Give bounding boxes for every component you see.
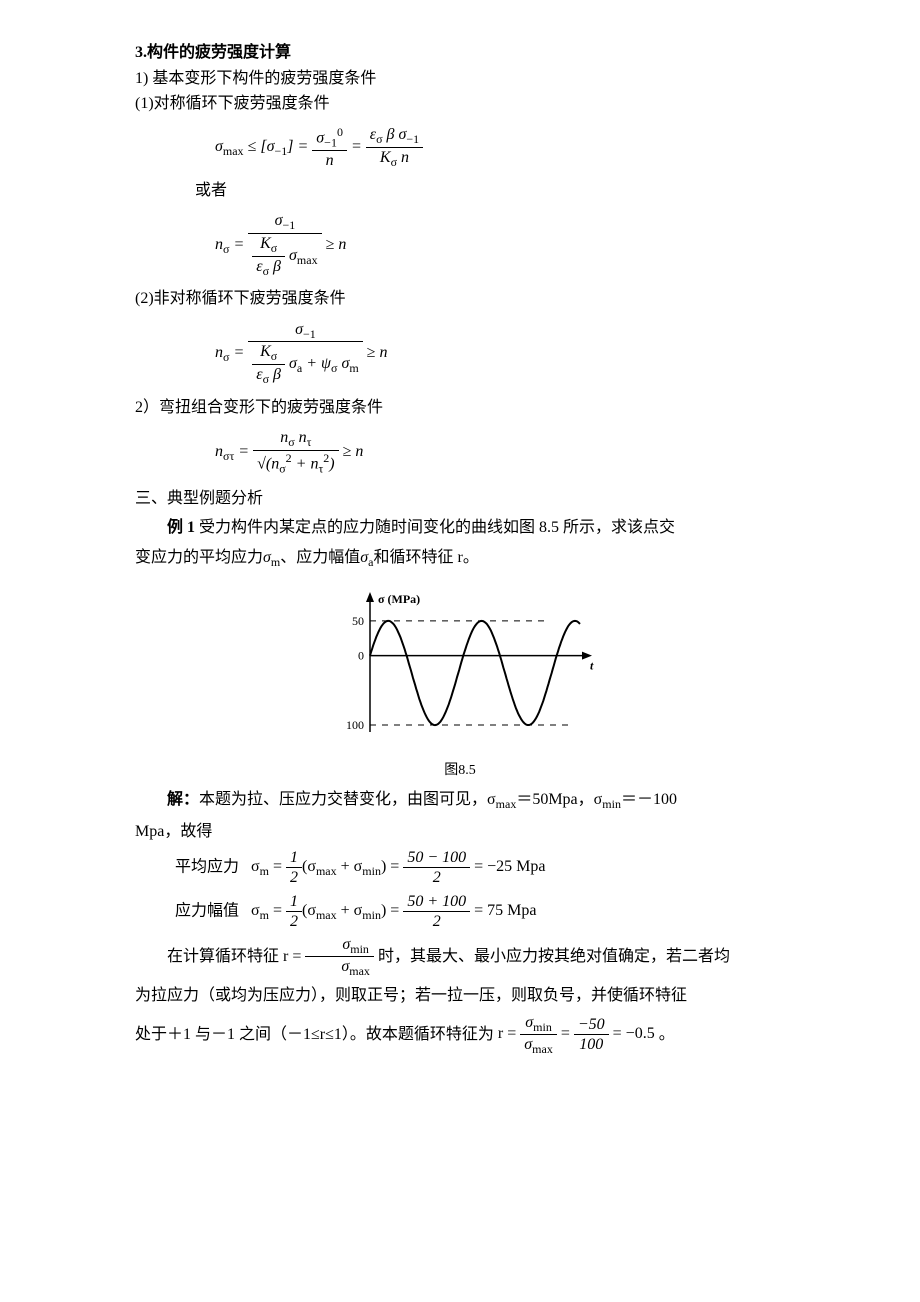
amp-label: 应力幅值 xyxy=(175,902,239,919)
r-line-a: 在计算循环特征 r = σminσmax 时，其最大、最小应力按其绝对值确定，若… xyxy=(135,935,785,979)
svg-text:t: t xyxy=(590,659,594,673)
example-text-c: 、应力幅值 xyxy=(280,549,360,566)
r-text-b: 时，其最大、最小应力按其绝对值确定，若二者均 xyxy=(378,948,730,965)
example-text-b: 变应力的平均应力 xyxy=(135,549,263,566)
svg-text:50: 50 xyxy=(352,614,364,628)
sol-text-1: 本题为拉、压应力交替变化，由图可见，σmax＝50Mpa，σmin＝－100 xyxy=(199,791,677,808)
svg-text:100: 100 xyxy=(346,718,364,732)
example-1b: 变应力的平均应力σm、应力幅值σa和循环特征 r。 xyxy=(135,545,785,572)
solution-label: 解： xyxy=(167,791,199,808)
r-line-c: 为拉应力（或均为压应力），则取正号；若一拉一压，则取负号，并使循环特征 xyxy=(135,983,785,1009)
solution-line-1: 解：本题为拉、压应力交替变化，由图可见，σmax＝50Mpa，σmin＝－100 xyxy=(135,787,785,814)
figure-caption: 图8.5 xyxy=(135,760,785,782)
example-label: 例 1 xyxy=(167,519,195,536)
item-1-1: (1)对称循环下疲劳强度条件 xyxy=(135,91,785,117)
example-1: 例 1 受力构件内某定点的应力随时间变化的曲线如图 8.5 所示，求该点交 xyxy=(135,515,785,541)
equation-2: nσ = σ−1 Kσεσ β σmax ≥ n xyxy=(215,211,785,278)
solution-line-1b: Mpa，故得 xyxy=(135,819,785,845)
mean-label: 平均应力 xyxy=(175,858,239,875)
section-3: 三、典型例题分析 xyxy=(135,486,785,512)
equation-1: σmax ≤ [σ−1] = σ−10n = εσ β σ−1Kσ n xyxy=(215,125,785,170)
r-line-d: 处于＋1 与－1 之间（－1≤r≤1）。故本题循环特征为 r = σminσma… xyxy=(135,1013,785,1057)
item-2: 2）弯扭组合变形下的疲劳强度条件 xyxy=(135,395,785,421)
equation-4: nστ = nσ nτ √(nσ2 + nτ2) ≥ n xyxy=(215,428,785,475)
section-heading: 3.构件的疲劳强度计算 xyxy=(135,40,785,66)
example-text-d: 和循环特征 r。 xyxy=(373,549,478,566)
figure-8-5: σ (MPa) t 50 0 100 图8.5 xyxy=(135,587,785,782)
stress-curve-chart: σ (MPa) t 50 0 100 xyxy=(320,587,600,747)
amplitude-line: 应力幅值 σm = 12(σmax + σmin) = 50 + 1002 = … xyxy=(175,892,785,931)
or-label: 或者 xyxy=(195,178,785,204)
equation-3: nσ = σ−1 Kσεσ β σa + ψσ σm ≥ n xyxy=(215,320,785,387)
r-text-d: 处于＋1 与－1 之间（－1≤r≤1）。故本题循环特征为 xyxy=(135,1025,494,1042)
svg-text:σ (MPa): σ (MPa) xyxy=(378,592,420,606)
mean-stress-line: 平均应力 σm = 12(σmax + σmin) = 50 − 1002 = … xyxy=(175,848,785,887)
r-text-a: 在计算循环特征 xyxy=(167,948,279,965)
example-text-a: 受力构件内某定点的应力随时间变化的曲线如图 8.5 所示，求该点交 xyxy=(195,519,675,536)
item-1-2: (2)非对称循环下疲劳强度条件 xyxy=(135,286,785,312)
item-1: 1) 基本变形下构件的疲劳强度条件 xyxy=(135,66,785,92)
svg-text:0: 0 xyxy=(358,649,364,663)
